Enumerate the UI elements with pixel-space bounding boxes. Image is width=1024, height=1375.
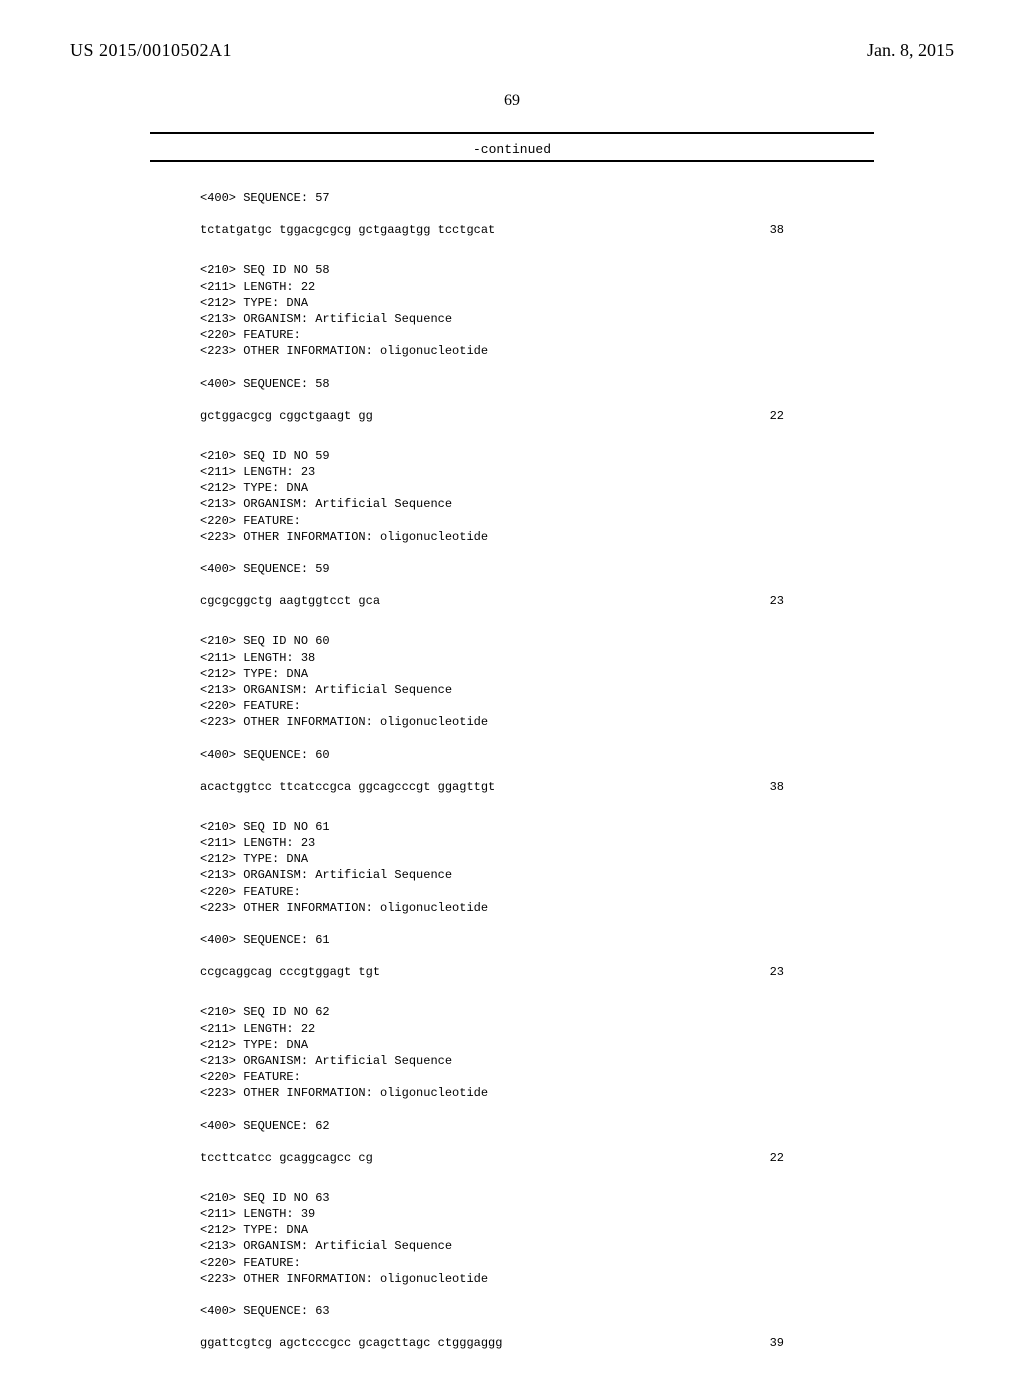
sequence-text: cgcgcggctg aagtggtcct gca xyxy=(200,593,380,609)
spacer xyxy=(200,731,824,747)
page-number: 69 xyxy=(0,92,1024,110)
sequence-line: acactggtcc ttcatccgca ggcagcccgt ggagttg… xyxy=(200,779,824,795)
meta-line: <212> TYPE: DNA xyxy=(200,1222,824,1238)
sequence-length: 22 xyxy=(770,408,824,424)
meta-line: <400> SEQUENCE: 59 xyxy=(200,561,824,577)
spacer xyxy=(200,916,824,932)
spacer xyxy=(200,1319,824,1335)
publication-number: US 2015/0010502A1 xyxy=(70,40,232,61)
spacer xyxy=(200,1134,824,1150)
spacer xyxy=(200,545,824,561)
spacer xyxy=(200,577,824,593)
sequence-line: ccgcaggcag cccgtggagt tgt 23 xyxy=(200,964,824,980)
sequence-text: tctatgatgc tggacgcgcg gctgaagtgg tcctgca… xyxy=(200,222,495,238)
sequence-line: tccttcatcc gcaggcagcc cg 22 xyxy=(200,1150,824,1166)
meta-line: <210> SEQ ID NO 61 xyxy=(200,819,824,835)
spacer xyxy=(200,1182,824,1190)
spacer xyxy=(200,440,824,448)
meta-line: <213> ORGANISM: Artificial Sequence xyxy=(200,682,824,698)
meta-line: <400> SEQUENCE: 60 xyxy=(200,747,824,763)
meta-line: <212> TYPE: DNA xyxy=(200,1037,824,1053)
spacer xyxy=(200,206,824,222)
meta-line: <211> LENGTH: 22 xyxy=(200,1021,824,1037)
meta-line: <210> SEQ ID NO 58 xyxy=(200,262,824,278)
meta-line: <210> SEQ ID NO 59 xyxy=(200,448,824,464)
spacer xyxy=(200,625,824,633)
spacer xyxy=(200,763,824,779)
spacer xyxy=(200,238,824,254)
meta-line: <213> ORGANISM: Artificial Sequence xyxy=(200,311,824,327)
spacer xyxy=(200,948,824,964)
sequence-line: tctatgatgc tggacgcgcg gctgaagtgg tcctgca… xyxy=(200,222,824,238)
sequence-text: ccgcaggcag cccgtggagt tgt xyxy=(200,964,380,980)
meta-line: <213> ORGANISM: Artificial Sequence xyxy=(200,1053,824,1069)
meta-line: <220> FEATURE: xyxy=(200,327,824,343)
sequence-text: tccttcatcc gcaggcagcc cg xyxy=(200,1150,373,1166)
publication-date: Jan. 8, 2015 xyxy=(867,40,954,61)
spacer xyxy=(200,980,824,996)
meta-line: <211> LENGTH: 38 xyxy=(200,650,824,666)
sequence-line: cgcgcggctg aagtggtcct gca 23 xyxy=(200,593,824,609)
meta-line: <220> FEATURE: xyxy=(200,513,824,529)
meta-line: <223> OTHER INFORMATION: oligonucleotide xyxy=(200,343,824,359)
meta-line: <213> ORGANISM: Artificial Sequence xyxy=(200,867,824,883)
meta-line: <210> SEQ ID NO 62 xyxy=(200,1004,824,1020)
meta-line: <220> FEATURE: xyxy=(200,1069,824,1085)
spacer xyxy=(200,795,824,811)
meta-line: <400> SEQUENCE: 58 xyxy=(200,376,824,392)
meta-line: <212> TYPE: DNA xyxy=(200,480,824,496)
spacer xyxy=(200,1287,824,1303)
sequence-length: 38 xyxy=(770,222,824,238)
spacer xyxy=(200,1166,824,1182)
sequence-line: gctggacgcg cggctgaagt gg 22 xyxy=(200,408,824,424)
meta-line: <223> OTHER INFORMATION: oligonucleotide xyxy=(200,529,824,545)
spacer xyxy=(200,392,824,408)
meta-line: <211> LENGTH: 23 xyxy=(200,835,824,851)
meta-line: <400> SEQUENCE: 63 xyxy=(200,1303,824,1319)
rule-top xyxy=(150,132,874,134)
spacer xyxy=(200,424,824,440)
meta-line: <212> TYPE: DNA xyxy=(200,666,824,682)
sequence-length: 38 xyxy=(770,779,824,795)
meta-line: <220> FEATURE: xyxy=(200,884,824,900)
meta-line: <213> ORGANISM: Artificial Sequence xyxy=(200,1238,824,1254)
sequence-text: acactggtcc ttcatccgca ggcagcccgt ggagttg… xyxy=(200,779,495,795)
meta-line: <212> TYPE: DNA xyxy=(200,295,824,311)
sequence-text: ggattcgtcg agctcccgcc gcagcttagc ctgggag… xyxy=(200,1335,502,1351)
meta-line: <211> LENGTH: 22 xyxy=(200,279,824,295)
spacer xyxy=(200,996,824,1004)
meta-line: <223> OTHER INFORMATION: oligonucleotide xyxy=(200,1085,824,1101)
spacer xyxy=(200,1102,824,1118)
meta-line: <213> ORGANISM: Artificial Sequence xyxy=(200,496,824,512)
meta-line: <212> TYPE: DNA xyxy=(200,851,824,867)
spacer xyxy=(200,811,824,819)
spacer xyxy=(200,1351,824,1367)
spacer xyxy=(200,254,824,262)
sequence-length: 39 xyxy=(770,1335,824,1351)
sequence-length: 23 xyxy=(770,593,824,609)
spacer xyxy=(200,1367,824,1375)
continued-label: -continued xyxy=(0,142,1024,157)
meta-line: <211> LENGTH: 39 xyxy=(200,1206,824,1222)
meta-line: <220> FEATURE: xyxy=(200,698,824,714)
sequence-line: ggattcgtcg agctcccgcc gcagcttagc ctgggag… xyxy=(200,1335,824,1351)
meta-line: <400> SEQUENCE: 57 xyxy=(200,190,824,206)
meta-line: <210> SEQ ID NO 60 xyxy=(200,633,824,649)
sequence-text: gctggacgcg cggctgaagt gg xyxy=(200,408,373,424)
rule-bottom xyxy=(150,160,874,162)
spacer xyxy=(200,360,824,376)
sequence-listing: <400> SEQUENCE: 57 tctatgatgc tggacgcgcg … xyxy=(200,190,824,1375)
meta-line: <210> SEQ ID NO 63 xyxy=(200,1190,824,1206)
meta-line: <223> OTHER INFORMATION: oligonucleotide xyxy=(200,900,824,916)
meta-line: <223> OTHER INFORMATION: oligonucleotide xyxy=(200,714,824,730)
sequence-length: 23 xyxy=(770,964,824,980)
meta-line: <211> LENGTH: 23 xyxy=(200,464,824,480)
meta-line: <400> SEQUENCE: 62 xyxy=(200,1118,824,1134)
meta-line: <220> FEATURE: xyxy=(200,1255,824,1271)
spacer xyxy=(200,609,824,625)
meta-line: <223> OTHER INFORMATION: oligonucleotide xyxy=(200,1271,824,1287)
sequence-length: 22 xyxy=(770,1150,824,1166)
meta-line: <400> SEQUENCE: 61 xyxy=(200,932,824,948)
